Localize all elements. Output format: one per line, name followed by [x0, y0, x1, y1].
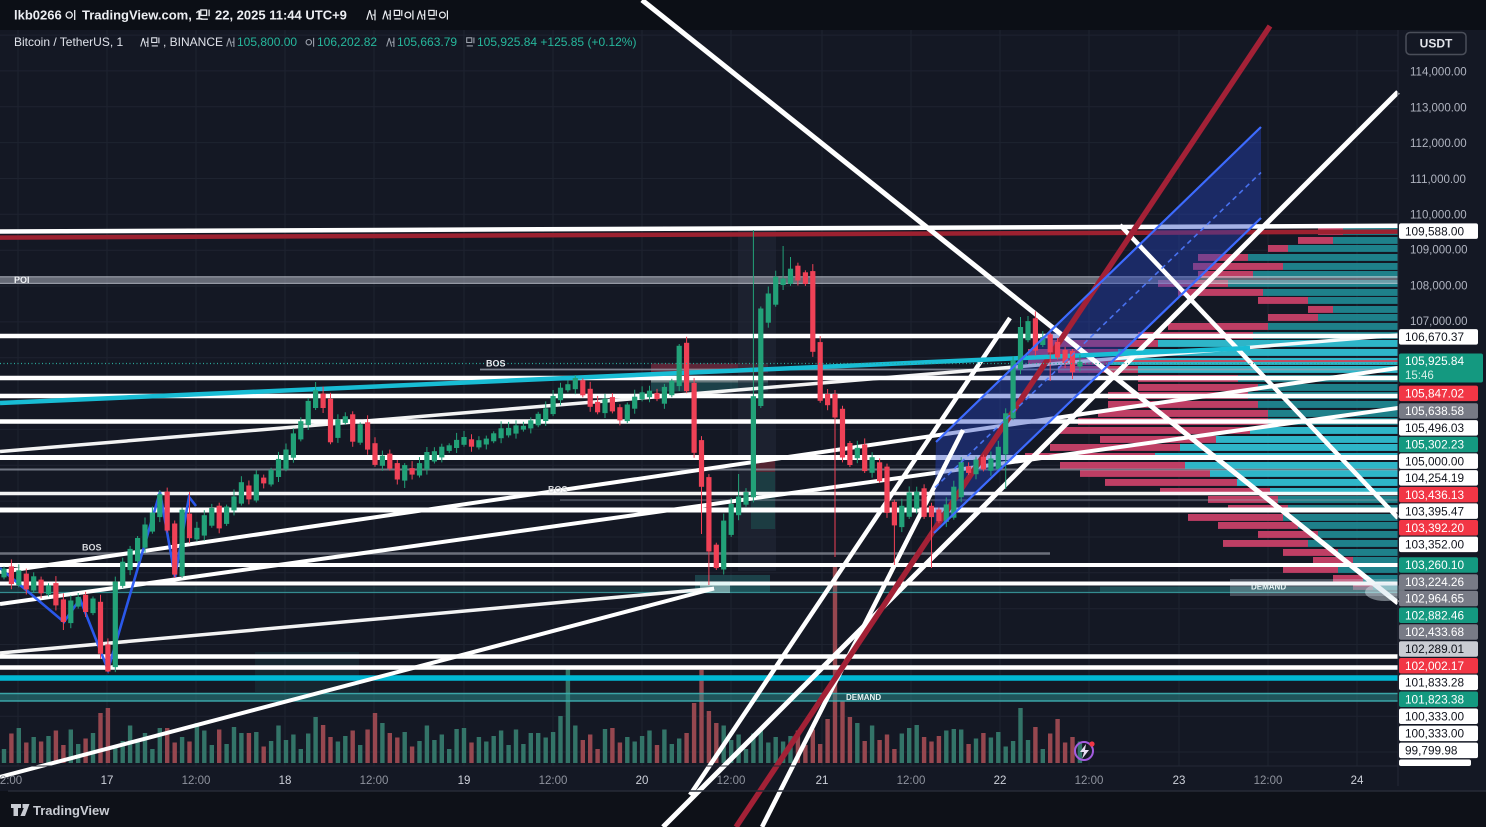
svg-text:POI: POI [14, 275, 30, 285]
svg-text:103,436.13: 103,436.13 [1405, 488, 1464, 502]
svg-text:101,833.28: 101,833.28 [1405, 676, 1464, 690]
svg-text:102,002.17: 102,002.17 [1405, 659, 1464, 673]
svg-text:105,800.00: 105,800.00 [237, 35, 297, 49]
svg-text:105,638.58: 105,638.58 [1405, 404, 1464, 418]
svg-text:103,224.26: 103,224.26 [1405, 575, 1464, 589]
svg-text:2:00: 2:00 [0, 775, 22, 787]
svg-text:105,302.23: 105,302.23 [1405, 438, 1464, 452]
svg-text:BOS: BOS [486, 359, 506, 369]
svg-text:104,254.19: 104,254.19 [1405, 471, 1464, 485]
svg-text:BOS: BOS [548, 485, 568, 495]
svg-text:107,000.00: 107,000.00 [1410, 316, 1468, 328]
svg-text:100,333.00: 100,333.00 [1405, 710, 1464, 724]
svg-text:22: 22 [994, 775, 1007, 787]
svg-text:109,000.00: 109,000.00 [1410, 245, 1468, 257]
svg-text:106,670.37: 106,670.37 [1405, 330, 1464, 344]
svg-text:22, 2025 11:44 UTC+9: 22, 2025 11:44 UTC+9 [215, 8, 347, 23]
svg-text:103,260.10: 103,260.10 [1405, 558, 1464, 572]
svg-text:DEMAND: DEMAND [1251, 583, 1286, 592]
svg-text:105,663.79: 105,663.79 [397, 35, 457, 49]
svg-text:12:00: 12:00 [182, 775, 211, 787]
svg-text:lkb0266: lkb0266 [14, 8, 62, 23]
svg-text:105,000.00: 105,000.00 [1405, 454, 1464, 468]
svg-text:19: 19 [458, 775, 471, 787]
svg-text:105,925.84 +125.85 (+0.12%): 105,925.84 +125.85 (+0.12%) [477, 35, 636, 49]
svg-text:21: 21 [816, 775, 829, 787]
svg-text:DEMAND: DEMAND [846, 693, 881, 702]
svg-text:103,392.20: 103,392.20 [1405, 521, 1464, 535]
svg-text:105,925.84: 105,925.84 [1405, 354, 1464, 368]
svg-text:12:00: 12:00 [897, 775, 926, 787]
svg-text:102,882.46: 102,882.46 [1405, 609, 1464, 623]
svg-text:BOS: BOS [82, 543, 102, 553]
svg-text:TradingView: TradingView [33, 803, 110, 818]
svg-text:103,352.00: 103,352.00 [1405, 538, 1464, 552]
svg-text:101,823.38: 101,823.38 [1405, 693, 1464, 707]
svg-text:23: 23 [1173, 775, 1186, 787]
svg-text:12:00: 12:00 [1075, 775, 1104, 787]
svg-text:USDT: USDT [1420, 37, 1453, 51]
svg-text:20: 20 [636, 775, 649, 787]
svg-text:102,964.65: 102,964.65 [1405, 592, 1464, 606]
svg-text:12:00: 12:00 [360, 775, 389, 787]
svg-text:TradingView.com, 1: TradingView.com, 1 [82, 8, 203, 23]
svg-text:17: 17 [101, 775, 114, 787]
svg-text:105,496.03: 105,496.03 [1405, 421, 1464, 435]
svg-text:110,000.00: 110,000.00 [1410, 209, 1467, 221]
svg-text:112,000.00: 112,000.00 [1410, 138, 1467, 150]
svg-text:102,289.01: 102,289.01 [1405, 642, 1464, 656]
svg-text:99,799.98: 99,799.98 [1405, 744, 1458, 758]
svg-text:114,000.00: 114,000.00 [1410, 67, 1467, 79]
svg-text:18: 18 [279, 775, 292, 787]
svg-text:103,395.47: 103,395.47 [1405, 504, 1464, 518]
svg-text:12:00: 12:00 [1254, 775, 1283, 787]
svg-text:12:00: 12:00 [717, 775, 746, 787]
svg-text:111,000.00: 111,000.00 [1410, 174, 1466, 186]
svg-text:Bitcoin / TetherUS, 1: Bitcoin / TetherUS, 1 [14, 35, 123, 49]
svg-text:24: 24 [1351, 775, 1364, 787]
svg-text:, BINANCE: , BINANCE [163, 35, 223, 49]
svg-text:15:46: 15:46 [1405, 370, 1434, 382]
svg-text:109,588.00: 109,588.00 [1405, 224, 1464, 238]
svg-text:102,433.68: 102,433.68 [1405, 625, 1464, 639]
svg-text:113,000.00: 113,000.00 [1410, 102, 1467, 114]
svg-text:12:00: 12:00 [539, 775, 568, 787]
svg-text:106,202.82: 106,202.82 [317, 35, 377, 49]
svg-text:108,000.00: 108,000.00 [1410, 280, 1468, 292]
svg-text:105,847.02: 105,847.02 [1405, 387, 1464, 401]
svg-text:100,333.00: 100,333.00 [1405, 727, 1464, 741]
